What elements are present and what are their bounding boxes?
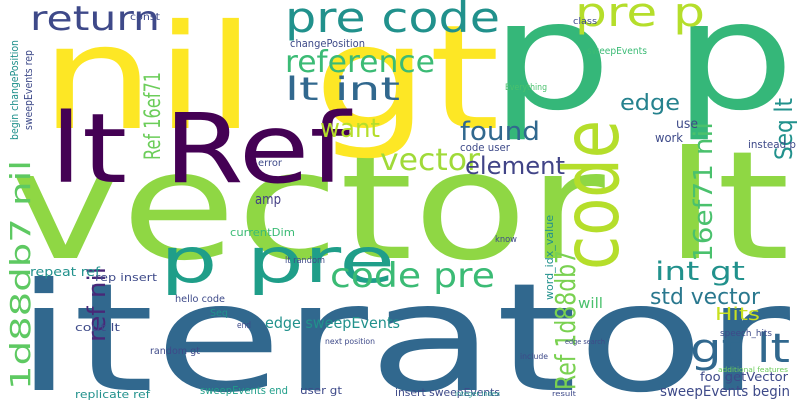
word: result [552, 390, 576, 398]
word: error [258, 158, 283, 169]
word: repeat ref [30, 265, 101, 279]
word: code user [460, 141, 510, 154]
word: vector [380, 143, 481, 178]
word: const [130, 12, 160, 23]
word: foo getVector [700, 370, 788, 384]
word: include [520, 352, 548, 361]
word: std vector [650, 285, 761, 310]
word: 1d88db7 nil [4, 160, 37, 390]
word: random gt [150, 346, 200, 357]
word: use [676, 117, 698, 132]
word: changePosition [290, 37, 365, 50]
word: currentDim [230, 226, 295, 239]
word: vector lt [10, 120, 790, 294]
word: pre code [285, 0, 500, 42]
word: sweepEvents end [200, 384, 288, 397]
word: Hits [715, 304, 760, 325]
word: int gt [655, 257, 745, 287]
word: Everything [505, 83, 547, 93]
word: class [573, 17, 597, 27]
word: p pre [160, 224, 395, 297]
word: Ref 16ef71 [141, 72, 166, 160]
word: reference [285, 45, 435, 80]
word: edge search [565, 338, 605, 346]
word: replicate ref [75, 388, 151, 400]
word: edge [620, 91, 680, 116]
word: want [320, 114, 380, 144]
word: Seq lt [770, 98, 798, 160]
word: lt int [285, 70, 400, 108]
word: p p [490, 0, 795, 144]
word: Ref 1d88db7 [549, 250, 582, 390]
word: next position [325, 337, 375, 346]
word: integer index [455, 390, 500, 398]
word: pre p [575, 0, 705, 36]
word: instead p [748, 138, 796, 151]
word: code pre [330, 256, 495, 296]
word: speech_hits [720, 329, 772, 339]
word: user gt [300, 384, 343, 397]
word: 16ef71 nil [689, 122, 719, 262]
word: word_idx_value [543, 215, 556, 300]
word: end [237, 321, 251, 331]
word: sweepEvents begin [660, 384, 790, 400]
word: edge sweepEvents [265, 314, 400, 332]
word: will [578, 296, 603, 312]
word: code [547, 120, 637, 270]
word: nil gt [40, 0, 500, 163]
word: element [465, 152, 565, 180]
word: work [655, 131, 683, 145]
word: begin changePosition [8, 40, 21, 140]
word: Seq [210, 308, 228, 319]
word: know [495, 235, 517, 245]
word: rep insert [95, 271, 158, 284]
word: gt lt [690, 326, 790, 372]
word: additional features [718, 366, 788, 374]
word: found [460, 117, 540, 147]
word: sweepEvents [587, 46, 647, 57]
word: hello code [175, 294, 225, 305]
word: lt Ref [50, 93, 353, 205]
word: ref nil [83, 267, 111, 342]
word: iterator [15, 252, 790, 400]
word: return [30, 0, 160, 39]
word: sweepEvents rep [22, 50, 35, 130]
word: cout lt [75, 321, 121, 334]
word: insert sweepEvents [395, 386, 500, 399]
word: lt random [285, 256, 325, 266]
word: amp [255, 192, 281, 208]
